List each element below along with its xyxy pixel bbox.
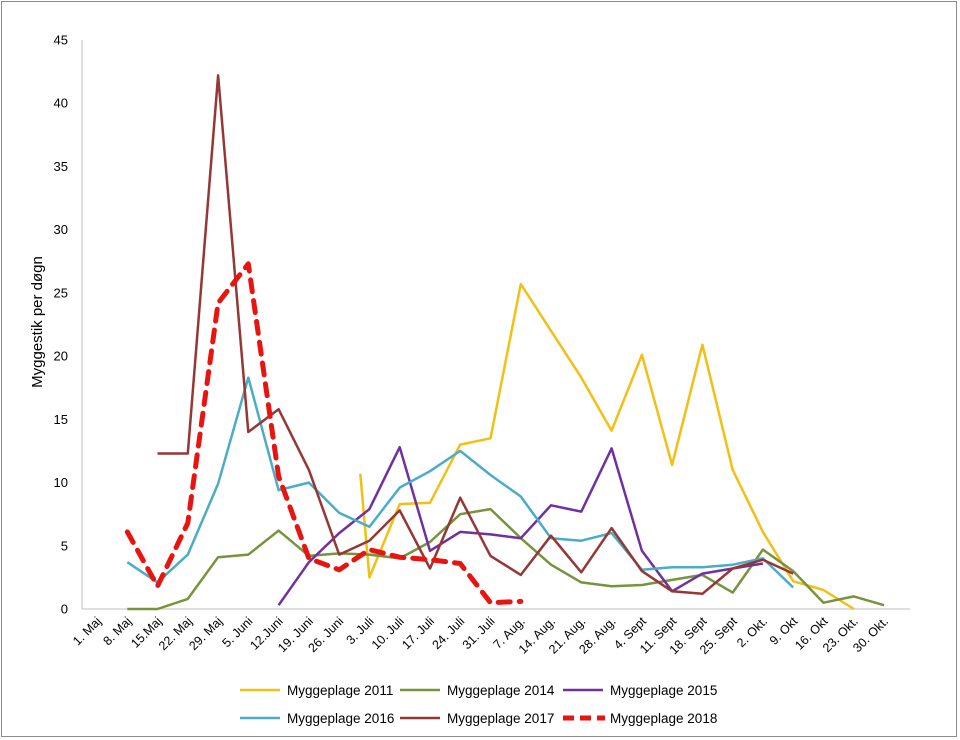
legend-label: Myggeplage 2017 — [447, 711, 554, 726]
x-tick-label: 17. Juli — [399, 614, 437, 652]
y-tick-label: 25 — [54, 285, 68, 300]
series-line-2014 — [127, 507, 885, 611]
y-tick-label: 20 — [54, 349, 68, 364]
series-line-2015 — [277, 445, 764, 606]
legend-item: Myggeplage 2016 — [240, 711, 394, 726]
x-tick-label: 1. Maj — [70, 614, 104, 648]
x-tick-label: 24. Juli — [429, 614, 467, 652]
y-axis-label: Myggestik per døgn — [29, 256, 46, 388]
series-line-2018 — [124, 261, 524, 606]
y-axis: 0 5 10 15 20 25 30 35 40 45 — [54, 33, 83, 617]
x-tick-label: 2. Okt. — [734, 614, 770, 650]
x-tick-label: 10. Juli — [369, 614, 407, 652]
legend-item: Myggeplage 2017 — [400, 711, 554, 726]
y-tick-label: 15 — [54, 412, 68, 427]
legend-item: Myggeplage 2015 — [563, 683, 717, 698]
x-tick-label: 29. Maj — [186, 614, 225, 653]
x-tick-label: 31. Juli — [460, 614, 498, 652]
legend-label: Myggeplage 2018 — [610, 711, 717, 726]
legend-item: Myggeplage 2014 — [400, 683, 555, 698]
legend: Myggeplage 2011 Myggeplage 2014 Myggeplage… — [240, 683, 717, 726]
legend-item: Myggeplage 2011 — [240, 683, 393, 698]
y-tick-label: 0 — [61, 602, 68, 617]
series-line-2016 — [126, 376, 795, 589]
y-tick-label: 10 — [54, 475, 68, 490]
y-tick-label: 35 — [54, 159, 68, 174]
series-layer — [124, 74, 885, 611]
series-line-2017 — [157, 74, 794, 596]
legend-item: Myggeplage 2018 — [563, 711, 717, 726]
legend-label: Myggeplage 2014 — [447, 683, 555, 698]
y-tick-label: 30 — [54, 222, 68, 237]
legend-label: Myggeplage 2011 — [287, 683, 393, 698]
y-tick-label: 5 — [61, 538, 68, 553]
legend-label: Myggeplage 2015 — [610, 683, 717, 698]
legend-label: Myggeplage 2016 — [287, 711, 394, 726]
y-tick-label: 45 — [54, 33, 68, 48]
y-tick-label: 40 — [54, 96, 68, 111]
series-line-2011 — [359, 282, 855, 611]
